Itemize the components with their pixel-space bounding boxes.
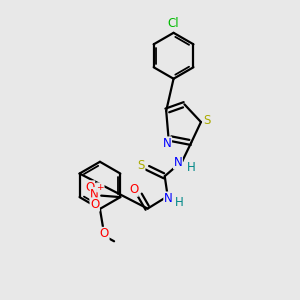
Text: N: N	[163, 137, 172, 150]
Text: H: H	[187, 161, 196, 174]
Text: H: H	[175, 196, 183, 209]
Text: Cl: Cl	[168, 17, 179, 30]
Text: O: O	[90, 198, 99, 211]
Text: N: N	[174, 156, 182, 169]
Text: N: N	[90, 188, 99, 201]
Text: N: N	[164, 192, 172, 205]
Text: O: O	[100, 227, 109, 240]
Text: O: O	[129, 183, 138, 196]
Text: S: S	[137, 159, 145, 172]
Text: O: O	[85, 181, 94, 194]
Text: +: +	[97, 183, 104, 192]
Text: S: S	[204, 114, 211, 127]
